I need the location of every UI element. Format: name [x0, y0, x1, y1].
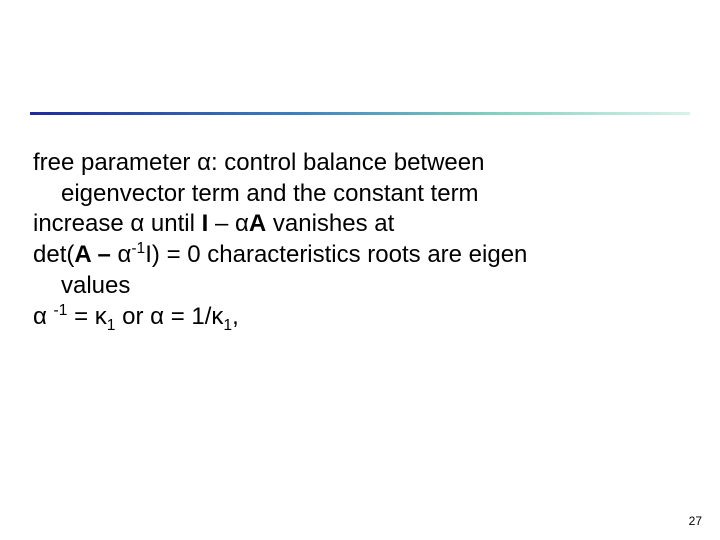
- line-4-g: ,: [232, 303, 239, 330]
- line-4-c: = κ: [67, 303, 106, 330]
- line-3-a: det(: [33, 241, 74, 268]
- divider-rule: [30, 112, 690, 115]
- line-2-A: A: [249, 210, 266, 237]
- line-4-sub2: 1: [223, 316, 232, 333]
- line-4-a: α: [33, 303, 54, 330]
- line-3-c: α: [117, 241, 131, 268]
- line-4-e: or α = 1/κ: [115, 303, 223, 330]
- line-4-sup: -1: [54, 302, 68, 319]
- line-2-e: vanishes at: [266, 210, 394, 237]
- page-number: 27: [689, 514, 702, 528]
- line-1-cont: eigenvector term and the constant term: [33, 179, 680, 210]
- line-3-b: A –: [74, 241, 117, 268]
- line-1: free parameter α: control balance betwee…: [33, 149, 484, 176]
- line-3-cont: values: [33, 271, 680, 302]
- line-3-e: I) = 0 characteristics roots are eigen: [145, 241, 527, 268]
- line-2-c: – α: [208, 210, 249, 237]
- line-2-a: increase α until: [33, 210, 202, 237]
- line-3-sup: -1: [131, 240, 145, 257]
- body-text: free parameter α: control balance betwee…: [33, 148, 680, 332]
